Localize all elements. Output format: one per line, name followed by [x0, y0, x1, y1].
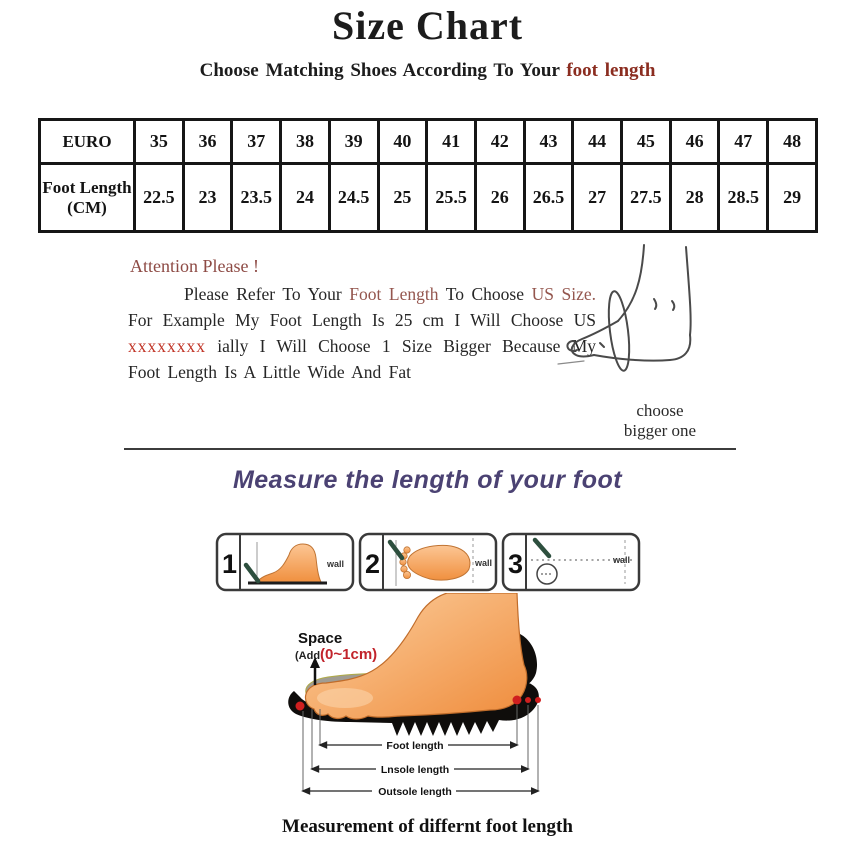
measure-point-dot	[512, 695, 522, 705]
attention-text-segment: To Choose	[438, 284, 532, 304]
guide-lines	[302, 705, 539, 791]
foot-highlight	[317, 688, 373, 708]
size-cell: 27	[571, 162, 624, 233]
step2-diagram: 2 wall	[358, 532, 498, 592]
foot-length-arrow: Foot length	[318, 737, 519, 752]
subtitle: Choose Matching Shoes According To Your …	[0, 60, 855, 82]
step1-diagram: 1 wall	[215, 532, 355, 592]
size-cell: 26.5	[522, 162, 575, 233]
size-cell: 24.5	[327, 162, 380, 233]
size-cell: 28	[668, 162, 721, 233]
attention-text-segment: Please Refer To Your	[184, 284, 350, 304]
foot-shape	[304, 593, 528, 720]
attention-text-segment: US Size.	[531, 284, 597, 304]
page-title: Size Chart	[331, 3, 524, 48]
foot-length-header-cell: Foot Length (CM)	[38, 162, 136, 233]
size-cell: 39	[327, 118, 380, 165]
sketch-ankle-mark-1	[653, 298, 658, 310]
section-divider	[124, 448, 736, 450]
foot-sketch-illustration	[557, 244, 692, 372]
subtitle-highlight: foot length	[566, 60, 656, 81]
sketch-ankle-mark-2	[671, 300, 676, 311]
foot-side-icon	[255, 543, 322, 583]
measuring-circle-icon	[536, 563, 558, 585]
size-cell: 25	[376, 162, 429, 233]
euro-row: EURO 35 36 37 38 39 40 41 42 43 44 45 46 47 48	[38, 118, 818, 165]
step-number: 2	[365, 549, 380, 579]
size-cell: 43	[522, 118, 575, 165]
space-label: Space	[298, 630, 342, 647]
measure-point-dot	[295, 701, 305, 711]
measure-heading: Measure the length of your foot	[232, 466, 623, 494]
attention-heading: Attention Please !	[130, 256, 259, 276]
attention-text-segment: For Example My Foot Length Is 25 cm I Wi…	[128, 310, 596, 330]
bottom-caption: Measurement of differnt foot length	[282, 816, 573, 837]
pen-icon	[387, 539, 405, 561]
euro-header-cell: EURO	[38, 118, 136, 165]
size-cell: 47	[717, 118, 770, 165]
size-cell: 45	[620, 118, 672, 165]
size-cell: 23.5	[230, 162, 283, 233]
sketch-leg-front-line	[617, 244, 645, 322]
size-cell: 28.5	[717, 162, 770, 233]
foot-length-row: Foot Length (CM) 22.5 23 23.5 24 24.5 25 25.5 2…	[38, 162, 818, 233]
pen-icon	[243, 562, 261, 584]
attention-text-segment: Foot Length	[349, 284, 439, 304]
measure-point-dot	[525, 697, 531, 703]
size-cell: 38	[279, 118, 331, 165]
sketch-pointer-line	[557, 360, 585, 365]
attention-paragraph: Please Refer To Your Foot Length To Choo…	[128, 281, 596, 385]
step-number: 1	[222, 549, 237, 579]
size-cell: 29	[766, 162, 818, 233]
shoe-outsole	[288, 681, 539, 736]
choose-bigger-caption: choose bigger one	[623, 401, 697, 440]
step-number: 3	[508, 549, 523, 579]
size-cell: 44	[571, 118, 624, 165]
size-cell: 25.5	[425, 162, 477, 233]
attention-text-segment: xxxxxxxx	[128, 336, 206, 356]
step3-diagram: 3 wall	[501, 532, 641, 592]
insole-length-arrow: Lnsole length	[310, 761, 530, 776]
foot-top-icon	[407, 544, 471, 581]
subtitle-text: Choose Matching Shoes According To Your	[199, 60, 567, 81]
measuring-band-icon	[607, 290, 631, 372]
size-cell: 27.5	[620, 162, 672, 233]
size-cell: 24	[279, 162, 331, 233]
size-cell: 41	[425, 118, 477, 165]
size-cell: 22.5	[133, 162, 185, 233]
svg-text:Lnsole length: Lnsole length	[381, 764, 449, 776]
big-foot-illustration: Space (Add(0~1cm) Foot length Lnsole len…	[288, 593, 541, 798]
measure-point-dot	[535, 697, 541, 703]
sketch-heel-line	[593, 334, 692, 362]
size-cell: 26	[473, 162, 526, 233]
space-add-label: (Add(0~1cm)	[295, 646, 377, 663]
size-cell: 23	[181, 162, 234, 233]
wall-label: wall	[474, 558, 492, 568]
wall-label: wall	[612, 555, 630, 565]
shoe-heel-counter	[504, 631, 538, 687]
size-cell: 46	[668, 118, 721, 165]
sketch-toe-mark	[599, 342, 605, 348]
sketch-leg-back-line	[685, 246, 692, 336]
size-cell: 40	[376, 118, 429, 165]
sketch-toe-line	[570, 320, 619, 358]
wall-label: wall	[326, 559, 344, 569]
outsole-length-arrow: Outsole length	[301, 783, 540, 798]
toe-bumps-icon	[399, 546, 412, 580]
pen-icon	[532, 537, 552, 559]
size-cell: 35	[133, 118, 185, 165]
svg-text:Outsole length: Outsole length	[378, 786, 452, 798]
attention-text-segment: ially I Will Choose 1 Size Bigger Becaus…	[128, 336, 596, 382]
sketch-big-toe	[566, 339, 578, 352]
svg-text:Foot length: Foot length	[386, 740, 443, 752]
size-cell: 48	[766, 118, 818, 165]
size-cell: 37	[230, 118, 283, 165]
space-arrowhead-icon	[310, 657, 320, 668]
size-cell: 36	[181, 118, 234, 165]
size-table: EURO 35 36 37 38 39 40 41 42 43 44 45 46 47 48 Foot L…	[38, 118, 818, 233]
size-cell: 42	[473, 118, 526, 165]
